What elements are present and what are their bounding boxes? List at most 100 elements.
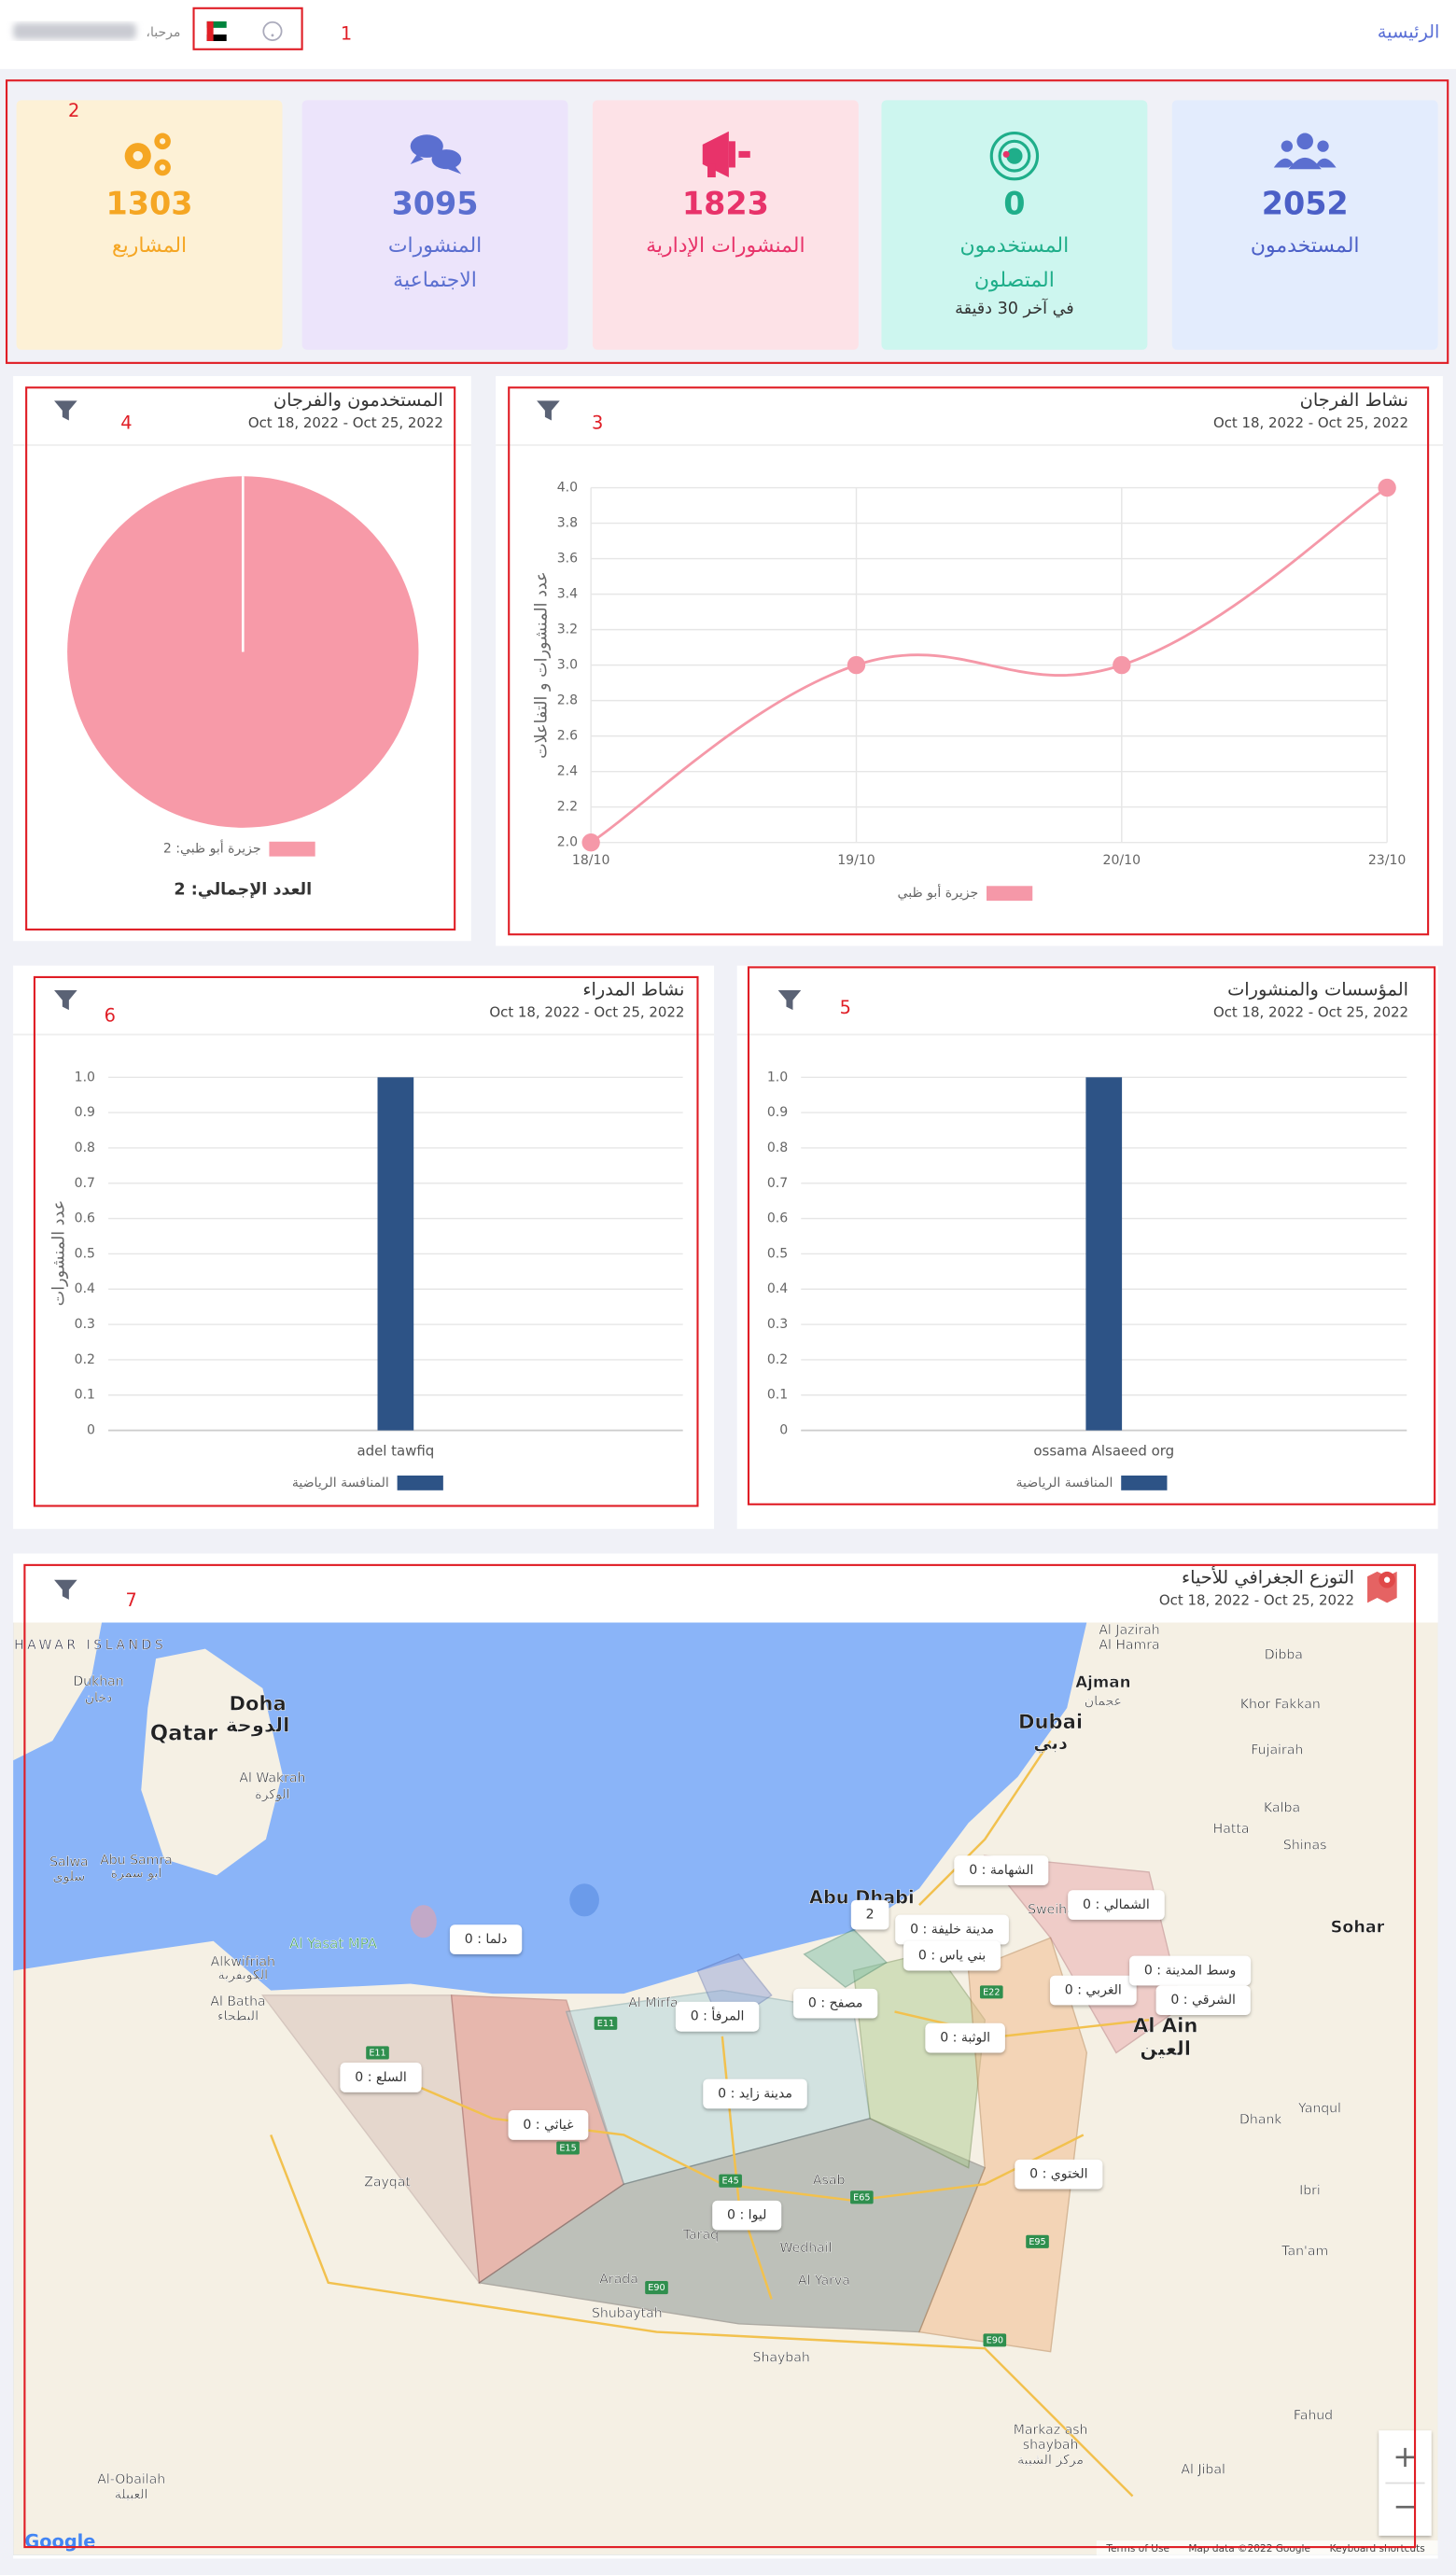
place-label: Yanqul <box>1297 2101 1341 2116</box>
y-tick-label: 2.0 <box>557 835 578 850</box>
district-popup-label: الوثبة : 0 <box>940 2031 990 2046</box>
place-label: Shaybah <box>753 2351 810 2366</box>
district-popup-label: بني ياس : 0 <box>918 1949 986 1964</box>
place-label: Fujairah <box>1251 1743 1303 1758</box>
y-tick-label: 3.2 <box>557 623 578 637</box>
filter-button[interactable] <box>54 1579 77 1600</box>
district-area <box>803 1928 888 1988</box>
stat-label: المشاريع <box>112 234 187 258</box>
zoom-out[interactable]: − <box>1393 2490 1418 2524</box>
district-popup-label: وسط المدينة : 0 <box>1144 1963 1236 1978</box>
place-label: Fahud <box>1294 2408 1333 2423</box>
x-tick-label: 23/10 <box>1368 853 1407 868</box>
district-popup-label: غياثي : 0 <box>523 2118 573 2133</box>
road-label: E11 <box>369 2048 385 2058</box>
district-popup[interactable] <box>712 2200 782 2231</box>
filter-button[interactable] <box>537 400 560 421</box>
filter-button[interactable] <box>54 990 77 1011</box>
island-shoal <box>569 1883 599 1917</box>
y-tick-label: 0 <box>779 1423 788 1438</box>
district-popup[interactable] <box>793 1988 878 2019</box>
district-popup[interactable] <box>1129 1955 1252 1986</box>
district-popup[interactable] <box>850 1899 889 1930</box>
y-tick-label: 2.6 <box>557 729 578 744</box>
district-popup[interactable] <box>703 2078 807 2109</box>
district-popup[interactable] <box>1015 2159 1103 2190</box>
map-icon <box>1367 1571 1397 1603</box>
place-label: أبو سمرة <box>111 1865 162 1882</box>
district-popup-label: مصفح : 0 <box>808 1996 863 2011</box>
help-icon-dot <box>271 34 274 37</box>
district-popup-label: المرفأ : 0 <box>691 2007 745 2024</box>
megaphone-icon <box>702 131 750 178</box>
place-label: Salwa <box>49 1854 89 1869</box>
filter-button[interactable] <box>54 400 77 421</box>
terms-link[interactable]: Terms of Use <box>1105 2543 1169 2554</box>
district-popup-label: مدينة زايد : 0 <box>718 2086 792 2101</box>
y-tick-label: 0.3 <box>75 1317 95 1332</box>
keyboard-shortcuts[interactable]: Keyboard shortcuts <box>1330 2543 1425 2554</box>
place-label: Dibba <box>1265 1648 1303 1663</box>
legend-swatch <box>269 841 315 857</box>
district-popup[interactable] <box>895 1914 1009 1945</box>
y-tick-label: 0.7 <box>75 1176 95 1191</box>
district-popup[interactable] <box>1049 1975 1137 2006</box>
total-label: العدد الإجمالي: 2 <box>174 881 312 900</box>
district-popup-label: الختوي : 0 <box>1029 2167 1087 2182</box>
y-tick-label: 0.7 <box>767 1176 788 1191</box>
user-name-blurred <box>13 22 136 40</box>
y-axis-title: عدد المنشورات و التفاعلات <box>532 571 551 759</box>
stat-card <box>592 100 859 350</box>
bar <box>1085 1077 1123 1431</box>
district-popup[interactable] <box>675 2001 760 2032</box>
road-shield <box>719 2174 742 2188</box>
x-tick-label: 20/10 <box>1103 853 1141 868</box>
annotation-box <box>5 79 1449 364</box>
district-popup[interactable] <box>903 1940 1001 1971</box>
filter-button[interactable] <box>777 990 802 1011</box>
flag-uae[interactable] <box>206 21 227 41</box>
x-tick-label: ossama Alsaeed org <box>1033 1442 1174 1459</box>
place-label: Al Batha <box>210 1994 265 2009</box>
district-popup[interactable] <box>508 2110 589 2140</box>
zoom-in[interactable]: + <box>1393 2441 1418 2474</box>
district-area <box>410 1905 437 1938</box>
place-label: الكويفرية <box>218 1968 268 1983</box>
place-label: Al Yasat MPA <box>289 1935 378 1952</box>
road-label: E90 <box>987 2335 1003 2345</box>
annotation-labels: 1 2 3 4 5 6 7 <box>68 22 851 1611</box>
place-label: Al Jazirah <box>1099 1623 1159 1638</box>
y-tick-label: 0.4 <box>767 1281 788 1296</box>
legend-label: المنافسة الرياضية <box>1015 1476 1113 1490</box>
help-icon[interactable] <box>262 21 283 41</box>
district-popup[interactable] <box>925 2022 1005 2053</box>
district-popup[interactable] <box>1068 1890 1165 1920</box>
stat-card <box>1171 100 1438 350</box>
place-label: HAWAR ISLANDS <box>14 1638 166 1653</box>
place-label: دبي <box>1033 1732 1068 1754</box>
date-range: Oct 18, 2022 - Oct 25, 2022 <box>1213 414 1408 431</box>
road-shield <box>594 2016 618 2030</box>
legend-label: جزيرة أبو ظبي <box>898 884 979 901</box>
district-popup[interactable] <box>1155 1985 1251 2015</box>
y-tick-label: 0.4 <box>75 1281 95 1296</box>
place-label: Al Ain <box>1133 2013 1197 2036</box>
district-popup[interactable] <box>340 2063 422 2092</box>
district-popup-label: الشرقي : 0 <box>1170 1993 1236 2008</box>
place-label: Al-Obailah <box>97 2472 165 2487</box>
stat-card <box>16 100 283 350</box>
y-tick-label: 2.8 <box>557 693 578 708</box>
district-popup[interactable] <box>449 1924 523 1954</box>
stat-value: 2052 <box>1262 185 1349 221</box>
district-popup[interactable] <box>954 1855 1049 1885</box>
road-shield <box>366 2046 389 2060</box>
legend-swatch <box>1121 1475 1168 1490</box>
district-popup-label: الشهامة : 0 <box>969 1863 1033 1878</box>
road-shield <box>1026 2234 1049 2248</box>
place-label: Al Mirfa <box>628 1996 678 2011</box>
place-label: Wedhail <box>780 2241 833 2256</box>
stat-label: المتصلون <box>974 269 1055 292</box>
y-tick-label: 2.2 <box>557 800 578 815</box>
home-link[interactable]: الرئيسية <box>1378 21 1440 43</box>
